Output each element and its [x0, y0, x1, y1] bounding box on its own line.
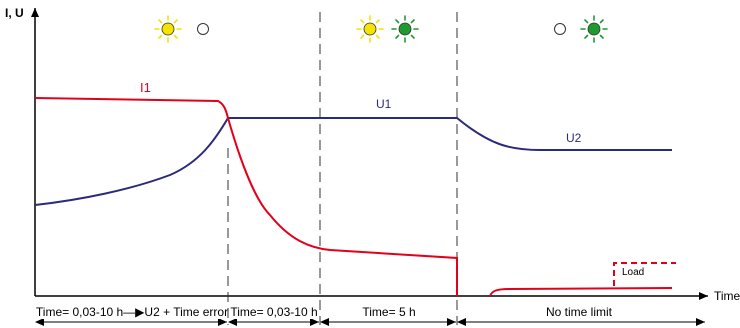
trickle-current-curve [489, 287, 673, 297]
voltage-curve [34, 117, 672, 206]
x-axis-label: Time [714, 289, 740, 303]
phase-label-3: Time= 5 h [362, 305, 415, 319]
current-label: I1 [140, 80, 151, 95]
u1-label: U1 [376, 97, 392, 111]
phase-labels: Time= 0,03-10 h—▶U2 + Time error Time= 0… [36, 304, 633, 319]
load-pulse [613, 262, 676, 286]
status-lamps [154, 15, 608, 43]
yellow-lamp-on-icon [154, 15, 182, 43]
lamp-off-icon [197, 23, 209, 35]
load-label: Load [622, 267, 644, 278]
phase-label-2: Time= 0,03-10 h [230, 305, 317, 319]
u2-label: U2 [566, 131, 582, 145]
phase-label-1: Time= 0,03-10 h—▶U2 + Time error [36, 305, 228, 319]
current-curve [34, 97, 458, 296]
green-lamp-on-icon [391, 15, 419, 43]
y-axis-label: I, U [5, 6, 24, 20]
green-lamp-on-icon [580, 15, 608, 43]
yellow-lamp-on-icon [356, 15, 384, 43]
phase-dividers [227, 12, 458, 325]
axes: I, U Time [5, 6, 740, 303]
lamp-off-icon [554, 23, 566, 35]
phase-label-4: No time limit [546, 305, 613, 319]
